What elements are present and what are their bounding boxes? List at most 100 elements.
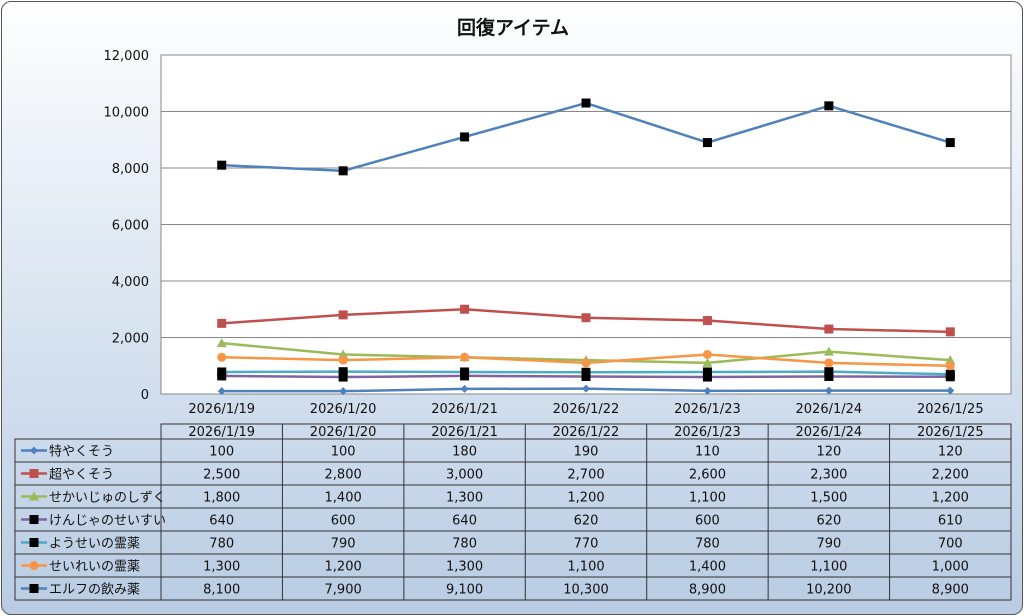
y-tick-label: 2,000	[112, 332, 149, 347]
table-cell: 780	[695, 537, 720, 552]
x-tick-label: 2026/1/21	[431, 402, 498, 417]
table-cell: 2,300	[810, 468, 847, 483]
table-cell: 9,100	[446, 583, 483, 598]
data-point	[217, 387, 226, 396]
table-cell: 780	[209, 537, 234, 552]
data-point	[824, 324, 834, 334]
data-point	[217, 352, 227, 362]
table-cell: 1,400	[689, 560, 726, 575]
table-cell: 1,500	[810, 491, 847, 506]
table-cell: 2,700	[567, 468, 604, 483]
data-point	[702, 138, 712, 148]
data-point	[702, 372, 712, 382]
y-tick-label: 0	[141, 388, 149, 403]
data-point	[945, 361, 955, 371]
data-point	[824, 386, 833, 395]
data-point	[945, 327, 955, 337]
data-point	[945, 369, 955, 379]
data-point	[702, 349, 712, 359]
data-point	[824, 367, 834, 377]
data-point	[217, 367, 227, 377]
data-point	[945, 355, 956, 365]
data-point	[823, 346, 834, 356]
data-point	[824, 371, 834, 381]
table-cell: 7,900	[325, 583, 362, 598]
data-point	[339, 387, 348, 396]
data-point	[582, 384, 590, 393]
table-cell: 120	[938, 445, 963, 460]
x-tick-label: 2026/1/24	[796, 402, 863, 417]
table-cell: 8,900	[689, 583, 726, 598]
table-cell: 2,200	[932, 468, 969, 483]
table-header-cell: 2026/1/22	[553, 425, 620, 440]
data-point	[338, 349, 349, 359]
data-point	[702, 367, 712, 377]
legend-key-marker	[29, 561, 39, 570]
data-point	[338, 372, 348, 382]
table-cell: 790	[816, 537, 841, 552]
data-point	[945, 138, 955, 148]
table-header-cell: 2026/1/23	[674, 425, 741, 440]
table-cell: 620	[574, 514, 599, 529]
table-cell: 1,200	[932, 491, 969, 506]
table-cell: 1,300	[446, 560, 483, 575]
table-header-cell: 2026/1/25	[917, 425, 984, 440]
table-cell: 1,200	[325, 560, 362, 575]
data-point	[824, 358, 834, 368]
table-cell: 190	[574, 445, 599, 460]
table-cell: 100	[331, 445, 356, 460]
table-cell: 1,200	[567, 491, 604, 506]
legend-key-marker	[29, 469, 39, 478]
y-tick-label: 4,000	[112, 275, 149, 290]
table-cell: 620	[816, 514, 841, 529]
table-cell: 610	[938, 514, 963, 529]
data-point	[581, 367, 591, 377]
data-point	[460, 384, 469, 393]
table-cell: 1,800	[203, 491, 240, 506]
data-point	[460, 352, 470, 362]
data-point	[217, 160, 227, 170]
data-point	[216, 338, 227, 348]
data-point	[338, 166, 348, 176]
table-cell: 10,300	[563, 583, 609, 598]
x-tick-label: 2026/1/22	[553, 402, 620, 417]
table-cell: 1,100	[810, 560, 847, 575]
table-cell: 1,000	[932, 560, 969, 575]
legend-label: けんじゃのせいすい	[49, 514, 166, 529]
legend-label: エルフの飲み薬	[49, 582, 140, 598]
table-cell: 10,200	[806, 583, 852, 598]
x-tick-label: 2026/1/25	[917, 402, 984, 417]
data-point	[581, 98, 591, 108]
table-cell: 600	[695, 514, 720, 529]
table-cell: 790	[331, 537, 356, 552]
data-point	[581, 313, 591, 323]
data-point	[824, 101, 834, 111]
legend-label: ようせいの霊薬	[49, 537, 140, 552]
table-cell: 1,400	[325, 491, 362, 506]
table-cell: 100	[209, 445, 234, 460]
table-cell: 110	[695, 445, 720, 460]
table-cell: 120	[816, 445, 841, 460]
table-cell: 640	[452, 514, 477, 529]
data-point	[460, 132, 470, 142]
data-point	[338, 310, 348, 320]
data-point	[946, 386, 955, 395]
table-cell: 1,300	[446, 491, 483, 506]
legend-key-marker	[29, 538, 39, 547]
table-cell: 8,100	[203, 583, 240, 598]
legend-label: 特やくそう	[49, 445, 114, 460]
table-cell: 2,600	[689, 468, 726, 483]
y-tick-label: 10,000	[104, 106, 150, 121]
legend-key-marker	[30, 446, 38, 455]
chart-title: 回復アイテム	[457, 16, 569, 39]
data-point	[581, 358, 591, 368]
legend-key-marker	[29, 491, 39, 501]
data-point	[702, 357, 713, 367]
legend-key-marker	[29, 584, 39, 593]
table-cell: 1,300	[203, 560, 240, 575]
data-point	[460, 304, 470, 314]
table-cell: 700	[938, 537, 963, 552]
table-header-cell: 2026/1/24	[796, 425, 863, 440]
